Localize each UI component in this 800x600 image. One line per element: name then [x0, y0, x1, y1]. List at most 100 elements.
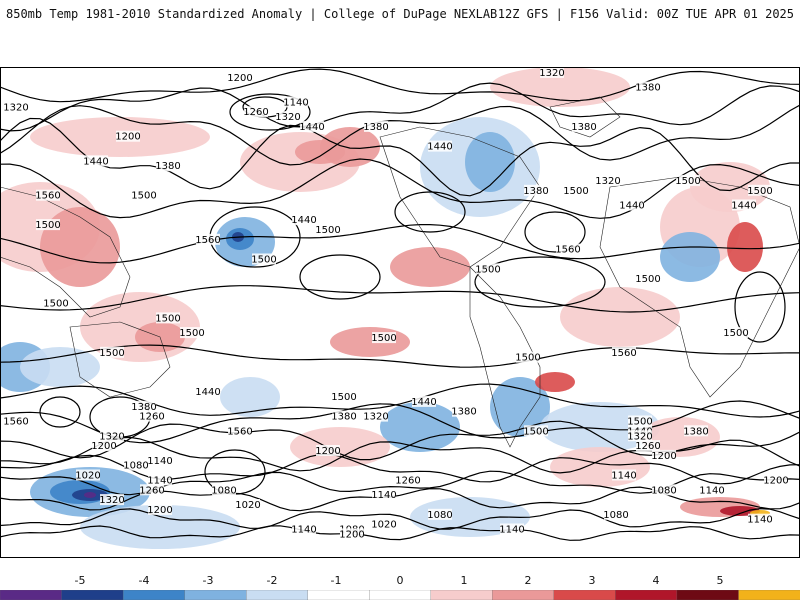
contour-label: 1440 [731, 201, 756, 212]
colorbar-tick-label: -4 [138, 574, 150, 587]
colorbar: -5 -4 -3 -2 -1 0 1 2 3 4 5 [0, 570, 800, 600]
contour-label-bg [156, 312, 180, 324]
colorbar-segment [246, 590, 309, 600]
contour-label-bg [92, 440, 116, 452]
anomaly-region [380, 402, 460, 452]
contour-label-bg [428, 140, 452, 152]
contour-label-bg [372, 518, 396, 530]
contour-label-bg [140, 410, 164, 422]
height-contour [0, 158, 800, 219]
contour-label: 1440 [83, 156, 108, 167]
anomaly-region [390, 247, 470, 287]
height-contour [0, 68, 800, 103]
height-contour-loop [229, 93, 311, 131]
contour-label: 1320 [363, 412, 388, 423]
contour-label: 1560 [611, 348, 636, 359]
contour-label: 1500 [635, 274, 660, 285]
height-contour [0, 344, 800, 368]
contour-label-bg [628, 415, 652, 427]
contour-label-bg [764, 474, 788, 486]
contour-label-bg [212, 484, 236, 496]
colorbar-segment [0, 590, 63, 600]
contour-label-bg [612, 346, 636, 358]
contour-label: 1500 [627, 417, 652, 428]
anomaly-region [465, 132, 515, 192]
contour-label: 1080 [651, 485, 676, 496]
contour-label: 1500 [99, 348, 124, 359]
height-contour [0, 104, 800, 166]
contour-label-bg [700, 484, 724, 496]
contour-label-bg [36, 219, 60, 231]
height-contour [0, 224, 800, 264]
contour-label: 1380 [131, 402, 156, 413]
contour-label: 1080 [603, 510, 628, 521]
contour-label-bg [620, 199, 644, 211]
landmass-outline [69, 321, 171, 398]
height-contour-loop [524, 211, 586, 253]
contour-label-bg [36, 189, 60, 201]
contour-label-bg [676, 174, 700, 186]
contour-label: 1200 [147, 505, 172, 516]
contour-label: 1560 [227, 426, 252, 437]
contour-label-bg [276, 111, 300, 123]
colorbar-segment [307, 590, 370, 600]
contour-label: 1500 [675, 176, 700, 187]
contour-label: 1080 [211, 485, 236, 496]
contour-label-bg [332, 391, 356, 402]
colorbar-tick-label: -5 [74, 574, 86, 587]
contour-label: 1140 [747, 515, 772, 526]
contour-label: 1080 [123, 461, 148, 472]
map-panel[interactable]: 1200 1320 1380 1320 1140 1260 1320 1440 1380 1380… [0, 67, 800, 558]
contour-label: 1500 [43, 299, 68, 310]
contour-label: 1020 [75, 471, 100, 482]
anomaly-region [20, 347, 100, 387]
contour-label-bg [244, 106, 268, 118]
contour-label-bg [724, 327, 748, 339]
contour-label-bg [4, 415, 28, 427]
anomaly-region [560, 287, 680, 347]
contour-label-bg [44, 297, 68, 309]
contour-label-bg [340, 528, 364, 540]
contour-label: 1320 [3, 102, 28, 113]
height-contour [0, 285, 800, 313]
contour-label-bg [228, 425, 252, 437]
contour-label: 1500 [523, 426, 548, 437]
contour-label-bg [452, 405, 476, 417]
contour-label-bg [316, 445, 340, 456]
contour-label-bg [316, 224, 340, 235]
anomaly-region [80, 292, 200, 362]
contour-label-bg [100, 494, 124, 506]
contour-label: 1140 [147, 456, 172, 467]
height-contour [0, 525, 800, 541]
contour-label: 1200 [115, 132, 140, 143]
contour-label: 1020 [371, 520, 396, 531]
anomaly-region [490, 67, 630, 107]
contour-label: 1380 [451, 407, 476, 418]
contour-label: 1140 [147, 475, 172, 486]
contour-label: 1320 [99, 495, 124, 506]
height-contour-loop [39, 396, 81, 428]
contour-label-bg [564, 184, 588, 196]
anomaly-region [720, 506, 760, 516]
contour-label: 1260 [139, 412, 164, 423]
contour-label-bg [748, 184, 772, 196]
contour-label: 1140 [291, 525, 316, 536]
contour-label-bg [76, 469, 100, 481]
contour-label-bg [148, 503, 172, 515]
contour-label: 1440 [411, 397, 436, 408]
anomaly-map[interactable]: 1200 1320 1380 1320 1140 1260 1320 1440 1380 1380… [0, 67, 800, 558]
contour-label: 1380 [363, 122, 388, 133]
contour-label-bg [100, 346, 124, 358]
colorbar-tick-label: 0 [396, 574, 404, 587]
contour-label: 1380 [635, 83, 660, 94]
contour-label: 1140 [499, 525, 524, 536]
colorbar-tick-label: -3 [202, 574, 214, 587]
contour-label-bg [372, 332, 396, 344]
map-title: 850mb Temp 1981-2010 Standardized Anomal… [6, 7, 498, 21]
contour-label-bg [684, 425, 708, 437]
colorbar-segment [184, 590, 247, 600]
contour-label-bg [252, 253, 276, 265]
contour-label: 1560 [555, 245, 580, 256]
contour-label: 1500 [131, 191, 156, 202]
contour-label-bg [84, 155, 108, 167]
